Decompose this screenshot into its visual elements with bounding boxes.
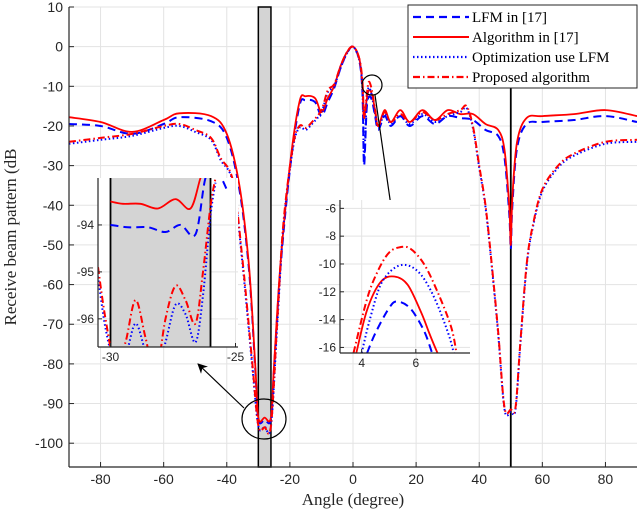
y-tick-label: -20 xyxy=(43,118,63,134)
inset-y-tick-label: -6 xyxy=(325,201,336,215)
y-tick-label: -60 xyxy=(43,277,63,293)
inset-y-tick-label: -94 xyxy=(77,218,95,232)
y-tick-label: -30 xyxy=(43,158,63,174)
y-axis-label: Receive beam pattern (dB xyxy=(1,148,20,325)
inset-null: -30 -25 -94 -95 -96 xyxy=(77,178,245,364)
x-tick-label: 40 xyxy=(471,471,487,487)
inset-y-tick-label: -14 xyxy=(319,313,337,327)
annotations xyxy=(197,74,397,440)
x-tick-label: -80 xyxy=(90,471,110,487)
legend-item-proposed-algorithm: Proposed algorithm xyxy=(413,70,590,86)
x-tick-label: 20 xyxy=(408,471,424,487)
arrow-to-inset-sidelobe xyxy=(374,94,397,221)
series-proposed-algorithm xyxy=(69,45,637,435)
y-tick-label: -10 xyxy=(43,78,63,94)
inset-series-lfm-in-17 xyxy=(110,178,229,238)
y-tick-label: -80 xyxy=(43,356,63,372)
legend-box xyxy=(407,4,638,89)
inset-y-tick-label: -16 xyxy=(319,340,337,354)
x-tick-label: 60 xyxy=(535,471,551,487)
inset-y-tick-label: -12 xyxy=(319,285,337,299)
x-tick-label: -20 xyxy=(280,471,300,487)
y-tick-label: 0 xyxy=(55,39,63,55)
shaded-region-rect xyxy=(257,6,272,468)
inset-x-tick-label: -25 xyxy=(227,350,245,364)
inset-series xyxy=(352,245,458,353)
y-tick-label: -90 xyxy=(43,396,63,412)
y-tick-label: -50 xyxy=(43,237,63,253)
x-axis-label: Angle (degree) xyxy=(302,490,404,509)
x-tick-label: -60 xyxy=(154,471,174,487)
zoom-circle-sidelobe xyxy=(361,74,383,96)
inset-series-algorithm-in-17 xyxy=(355,275,439,353)
x-tick-label: -40 xyxy=(217,471,237,487)
inset-x-tick-label: 4 xyxy=(358,356,365,370)
legend-item-lfm-in-17: LFM in [17] xyxy=(413,10,547,26)
legend-label: Algorithm in [17] xyxy=(472,30,579,46)
y-tick-label: -100 xyxy=(35,435,63,451)
inset-x-tick-label: -30 xyxy=(102,350,120,364)
y-tick-label: 10 xyxy=(47,0,63,15)
inset-x-tick-label: 6 xyxy=(412,356,419,370)
x-tick-label: 80 xyxy=(598,471,614,487)
x-tick-label: 0 xyxy=(349,471,357,487)
main-axes: -80 -60 -40 -20 0 20 40 60 80100-10-20-30-40-50-… xyxy=(35,0,637,487)
legend: LFM in [17] Algorithm in [17] Optimization… xyxy=(407,4,638,89)
inset-series-proposed-algorithm xyxy=(352,245,458,353)
zoom-circle-null xyxy=(241,398,287,440)
inset-background xyxy=(340,200,470,353)
legend-label: LFM in [17] xyxy=(472,10,547,26)
legend-item-algorithm-in-17: Algorithm in [17] xyxy=(413,30,579,46)
arrow-to-inset-null xyxy=(197,363,245,409)
y-tick-label: -40 xyxy=(43,197,63,213)
y-tick-label: -70 xyxy=(43,316,63,332)
inset-series-algorithm-in-17 xyxy=(110,178,202,211)
inset-y-tick-label: -8 xyxy=(325,229,336,243)
legend-label: Optimization use LFM xyxy=(472,50,610,66)
inset-shaded-region xyxy=(110,178,211,347)
inset-y-tick-label: -96 xyxy=(77,312,95,326)
legend-item-optimization-use-lfm: Optimization use LFM xyxy=(413,50,610,66)
inset-y-tick-label: -10 xyxy=(319,257,337,271)
legend-label: Proposed algorithm xyxy=(472,70,590,86)
inset-sidelobe: 4 6 -6 -8 -10 -12 -14 -16 xyxy=(319,200,470,370)
inset-y-tick-label: -95 xyxy=(77,265,95,279)
